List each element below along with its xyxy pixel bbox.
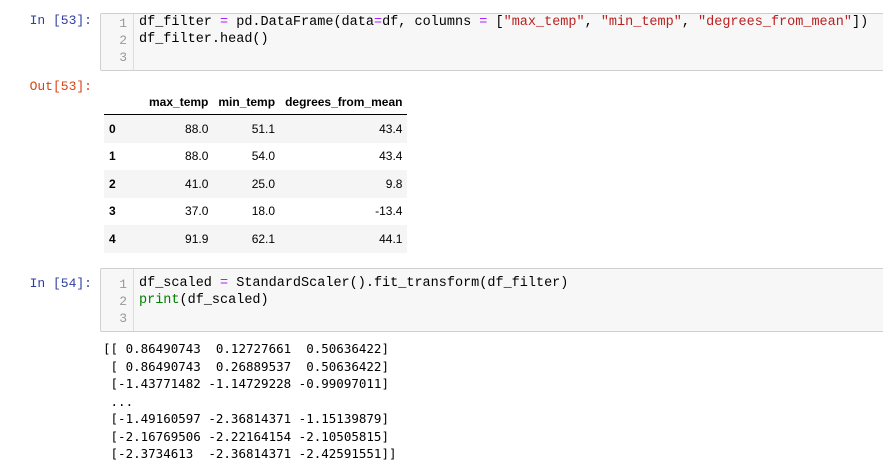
prompt-in-54: In [54]: (29, 276, 92, 291)
row-index: 2 (109, 176, 116, 191)
cell-output-text: [[ 0.86490743 0.12727661 0.50636422] [ 0… (103, 341, 397, 461)
table-header-row: max_temp min_temp degrees_from_mean (104, 90, 408, 115)
row-index: 3 (109, 204, 116, 219)
code-line-1: df_filter = pd.DataFrame(data=df, column… (139, 15, 869, 30)
table-cell: 54.0 (251, 149, 276, 164)
table-cell: 43.4 (379, 149, 403, 164)
table-cell: 88.0 (185, 149, 209, 164)
table-row: 0 88.0 51.1 43.4 (104, 114, 408, 143)
line-number: 2 (119, 294, 127, 309)
code-line-2: print(df_scaled) (139, 293, 269, 308)
line-gutter: 1 2 3 (101, 269, 134, 331)
line-gutter: 1 2 3 (101, 14, 134, 70)
line-number: 1 (119, 277, 127, 292)
table-row: 1 88.0 54.0 43.4 (104, 143, 407, 171)
row-index: 4 (109, 231, 116, 246)
prompt-out-53: Out[53]: (29, 79, 92, 94)
dataframe-table: max_temp min_temp degrees_from_mean 0 88.… (104, 90, 408, 253)
column-header: max_temp (144, 90, 214, 115)
table-cell: 43.4 (379, 121, 403, 136)
table-cell: -13.4 (375, 204, 403, 219)
column-header: min_temp (213, 90, 281, 115)
row-index: 1 (109, 149, 116, 164)
code-cell-54[interactable]: 1 2 3 df_scaled = StandardScaler().fit_t… (100, 268, 883, 332)
line-number: 2 (119, 33, 127, 48)
table-row: 2 41.0 25.0 9.8 (104, 170, 408, 198)
table-row: 4 91.9 62.1 44.1 (104, 225, 408, 253)
line-number: 3 (119, 311, 127, 326)
table-row: 3 37.0 18.0 -13.4 (104, 198, 407, 226)
table-cell: 37.0 (185, 204, 209, 219)
table-cell: 91.9 (185, 231, 209, 246)
code-cell-53[interactable]: 1 2 3 df_filter = pd.DataFrame(data=df, … (100, 13, 883, 71)
column-header: degrees_from_mean (280, 90, 408, 115)
prompt-in-53: In [53]: (29, 13, 92, 28)
code-line-2: df_filter.head() (139, 32, 269, 47)
row-index: 0 (109, 121, 116, 136)
table-cell: 18.0 (251, 204, 276, 219)
code-line-1: df_scaled = StandardScaler().fit_transfo… (139, 276, 569, 291)
line-number: 3 (119, 50, 127, 65)
table-cell: 25.0 (251, 176, 276, 191)
table-cell: 62.1 (251, 231, 276, 246)
table-cell: 44.1 (379, 231, 403, 246)
table-cell: 9.8 (385, 176, 403, 191)
table-cell: 41.0 (185, 176, 209, 191)
index-header (104, 90, 144, 115)
table-cell: 88.0 (185, 121, 209, 136)
line-number: 1 (119, 16, 127, 31)
table-cell: 51.1 (251, 121, 276, 136)
